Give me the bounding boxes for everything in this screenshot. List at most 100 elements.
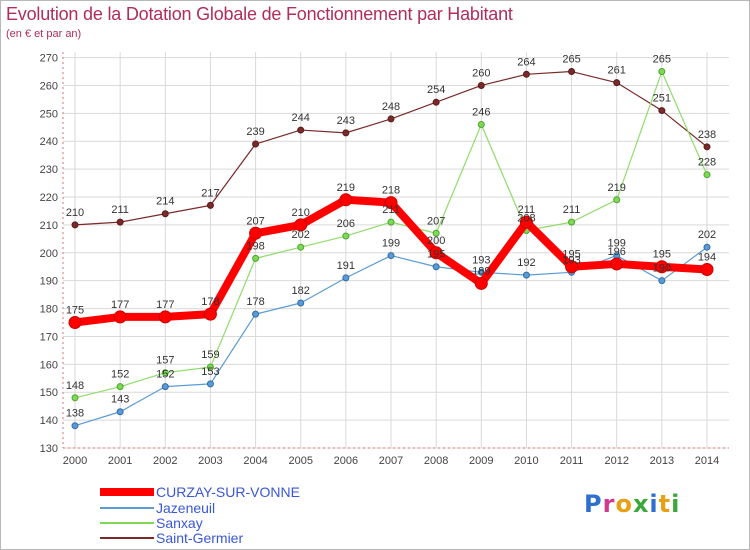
data-label-curzay: 194 [698, 252, 716, 264]
data-label-saint-germier: 243 [337, 115, 355, 127]
data-point-saint-germier [161, 210, 169, 218]
data-point-curzay [339, 193, 353, 207]
data-label-sanxay: 207 [427, 215, 445, 227]
y-tick-label: 170 [40, 331, 58, 343]
data-point-curzay [384, 196, 398, 210]
data-point-curzay [158, 310, 172, 324]
data-point-curzay [429, 246, 443, 260]
x-tick-label: 2005 [288, 455, 312, 467]
proxiti-logo: Proxiti [584, 490, 680, 518]
y-tick-label: 150 [40, 387, 58, 399]
data-label-saint-germier: 217 [201, 187, 219, 199]
legend-swatch-sanxay [100, 522, 154, 524]
y-tick-label: 200 [40, 248, 58, 260]
data-label-saint-germier: 261 [608, 65, 626, 77]
data-label-curzay: 196 [608, 246, 626, 258]
data-label-jazeneuil: 152 [156, 369, 174, 381]
data-label-jazeneuil: 193 [472, 254, 490, 266]
y-tick-label: 270 [40, 53, 58, 65]
legend-swatch-saint-germier [100, 537, 154, 539]
data-label-curzay: 177 [111, 299, 129, 311]
y-tick-label: 180 [40, 304, 58, 316]
data-point-saint-germier [432, 98, 440, 106]
data-label-jazeneuil: 193 [562, 254, 580, 266]
data-label-jazeneuil: 138 [66, 408, 84, 420]
data-label-sanxay: 148 [66, 380, 84, 392]
data-label-sanxay: 159 [201, 349, 219, 361]
x-tick-label: 2003 [198, 455, 222, 467]
legend-label-jazeneuil: Jazeneuil [156, 500, 216, 516]
data-point-jazeneuil [297, 299, 305, 307]
data-point-jazeneuil [522, 271, 530, 279]
data-point-saint-germier [568, 68, 576, 76]
y-tick-label: 190 [40, 276, 58, 288]
x-tick-label: 2004 [243, 455, 267, 467]
x-tick-label: 2008 [424, 455, 448, 467]
data-label-jazeneuil: 199 [382, 238, 400, 250]
data-label-curzay: 195 [562, 249, 580, 261]
logo-letter: r [602, 490, 616, 518]
data-point-curzay [203, 307, 217, 321]
data-point-saint-germier [522, 70, 530, 78]
legend-item-curzay: CURZAY-SUR-VONNE [100, 484, 400, 500]
data-point-jazeneuil [387, 252, 395, 260]
data-point-curzay [700, 263, 714, 277]
data-label-curzay: 189 [472, 265, 490, 277]
data-label-curzay: 218 [382, 185, 400, 197]
data-label-jazeneuil: 153 [201, 366, 219, 378]
data-label-curzay: 210 [292, 207, 310, 219]
data-label-sanxay: 211 [563, 204, 581, 216]
data-point-saint-germier [342, 129, 350, 137]
logo-letter: t [658, 490, 672, 518]
data-point-sanxay [432, 229, 440, 237]
data-point-jazeneuil [252, 310, 260, 318]
x-tick-label: 2007 [379, 455, 403, 467]
y-tick-label: 240 [40, 136, 58, 148]
legend-label-saint-germier: Saint-Germier [156, 530, 244, 546]
legend-swatch-curzay [100, 488, 154, 496]
data-point-jazeneuil [342, 274, 350, 282]
data-point-curzay [113, 310, 127, 324]
data-label-saint-germier: 264 [517, 56, 535, 68]
data-point-curzay [68, 316, 82, 330]
y-tick-label: 230 [40, 164, 58, 176]
data-label-jazeneuil: 182 [292, 285, 310, 297]
legend-label-curzay: CURZAY-SUR-VONNE [156, 484, 300, 500]
data-label-sanxay: 228 [698, 157, 716, 169]
data-point-sanxay [568, 218, 576, 226]
data-label-sanxay: 198 [246, 240, 264, 252]
data-point-saint-germier [477, 81, 485, 89]
chart-title: Evolution de la Dotation Globale de Fonc… [6, 4, 513, 24]
data-label-jazeneuil: 191 [337, 260, 355, 272]
data-point-saint-germier [252, 140, 260, 148]
data-point-sanxay [658, 68, 666, 76]
legend-swatch-jazeneuil [100, 507, 154, 509]
x-tick-label: 2010 [514, 455, 538, 467]
data-label-curzay: 178 [201, 296, 219, 308]
data-point-sanxay [297, 243, 305, 251]
data-label-saint-germier: 251 [653, 93, 671, 105]
data-point-sanxay [613, 196, 621, 204]
data-point-sanxay [342, 232, 350, 240]
legend-item-sanxay: Sanxay [100, 515, 400, 531]
x-tick-label: 2000 [63, 455, 87, 467]
data-point-jazeneuil [703, 243, 711, 251]
data-label-saint-germier: 265 [562, 54, 580, 66]
logo-letter: x [632, 490, 650, 518]
data-label-jazeneuil: 195 [427, 249, 445, 261]
x-tick-label: 2012 [604, 455, 628, 467]
y-tick-label: 130 [40, 443, 58, 455]
legend-item-jazeneuil: Jazeneuil [100, 500, 400, 516]
data-point-sanxay [206, 363, 214, 371]
y-tick-label: 160 [40, 359, 58, 371]
data-label-jazeneuil: 199 [608, 238, 626, 250]
logo-letter: o [615, 490, 633, 518]
data-point-saint-germier [658, 107, 666, 115]
data-point-sanxay [387, 218, 395, 226]
data-label-jazeneuil: 192 [517, 257, 535, 269]
data-point-curzay [474, 276, 488, 290]
data-point-sanxay [116, 383, 124, 391]
data-label-curzay: 175 [66, 305, 84, 317]
x-tick-label: 2013 [650, 455, 674, 467]
data-point-jazeneuil [161, 383, 169, 391]
